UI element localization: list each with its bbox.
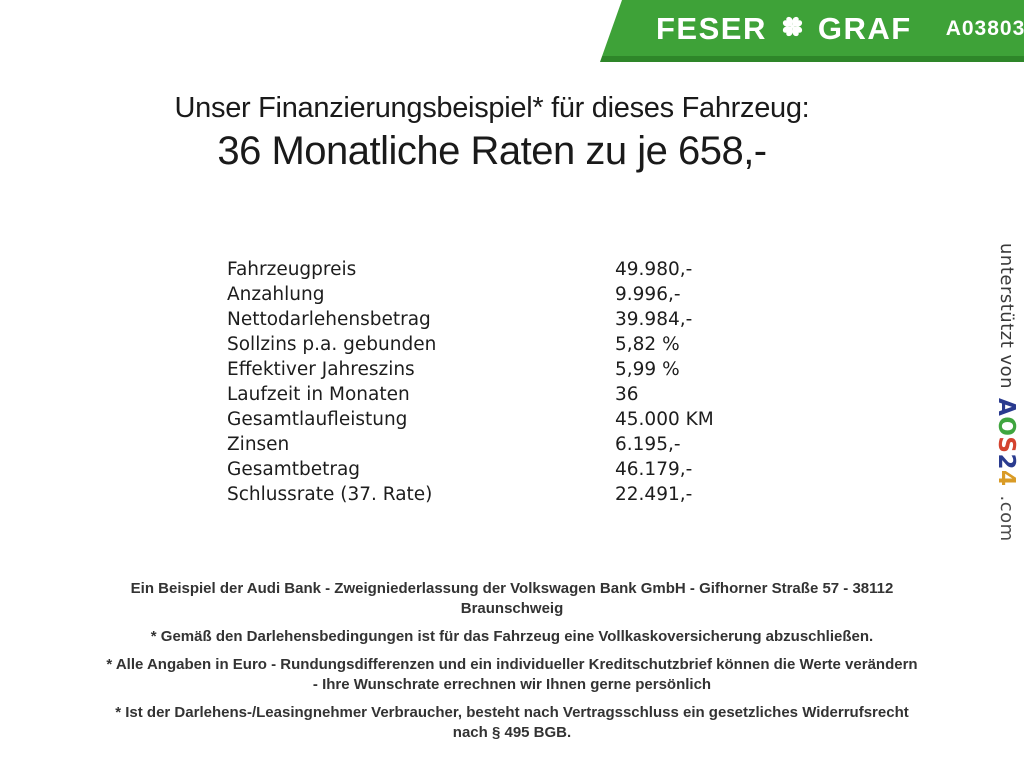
- insurance-note: * Gemäß den Darlehensbedingungen ist für…: [150, 628, 874, 645]
- table-row: Fahrzeugpreis 49.980,-: [227, 257, 714, 282]
- row-value: 36: [615, 384, 639, 405]
- finance-table: Fahrzeugpreis 49.980,- Anzahlung 9.996,-…: [227, 257, 714, 507]
- table-row: Laufzeit in Monaten 36: [227, 382, 714, 407]
- table-row: Anzahlung 9.996,-: [227, 282, 714, 307]
- monthly-rate-subtitle: 36 Monatliche Raten zu je 658,-: [217, 129, 767, 173]
- table-row: Effektiver Jahreszins 5,99 %: [227, 357, 714, 382]
- row-label: Gesamtlaufleistung: [227, 409, 408, 430]
- row-label: Gesamtbetrag: [227, 459, 361, 480]
- row-label: Fahrzeugpreis: [227, 259, 357, 280]
- dealer-banner-content: FESER GRAF A038039: [600, 0, 1024, 57]
- row-label: Anzahlung: [227, 284, 325, 305]
- brand-name-graf: GRAF: [817, 10, 912, 46]
- row-label: Zinsen: [227, 434, 290, 455]
- row-label: Effektiver Jahreszins: [227, 359, 415, 380]
- financing-example-title: Unser Finanzierungsbeispiel* für dieses …: [174, 92, 810, 124]
- row-value: 46.179,-: [615, 459, 693, 480]
- aos24-letter: S: [993, 436, 1019, 454]
- table-row: Schlussrate (37. Rate) 22.491,-: [227, 482, 714, 507]
- aos24-letter: 4: [993, 470, 1019, 487]
- brand-name-feser: FESER: [656, 10, 767, 46]
- row-label: Schlussrate (37. Rate): [227, 484, 433, 505]
- table-row: Sollzins p.a. gebunden 5,82 %: [227, 332, 714, 357]
- clover-icon: [776, 10, 809, 48]
- row-value: 5,99 %: [615, 359, 680, 380]
- row-value: 9.996,-: [615, 284, 681, 305]
- row-value: 49.980,-: [615, 259, 693, 280]
- row-value: 45.000 KM: [615, 409, 714, 430]
- aos24-logo: AOS24: [993, 398, 1019, 486]
- aos24-letter: 2: [993, 453, 1019, 471]
- vehicle-id-code: A038039: [945, 16, 1024, 40]
- supporter-prefix: unterstützt von: [996, 243, 1017, 390]
- footer-disclaimers: Ein Beispiel der Audi Bank - Zweignieder…: [52, 579, 972, 751]
- row-value: 5,82 %: [615, 334, 680, 355]
- supporter-domain-suffix: .com: [996, 495, 1017, 542]
- row-label: Nettodarlehensbetrag: [227, 309, 431, 330]
- table-row: Nettodarlehensbetrag 39.984,-: [227, 307, 714, 332]
- bank-address-line: Ein Beispiel der Audi Bank - Zweignieder…: [130, 580, 894, 617]
- aos24-letter: A: [993, 398, 1019, 417]
- dealer-banner: FESER GRAF A038039: [600, 0, 1024, 62]
- row-value: 6.195,-: [615, 434, 681, 455]
- supporter-vertical-text: unterstützt von AOS24 .com: [993, 243, 1019, 542]
- row-label: Laufzeit in Monaten: [227, 384, 410, 405]
- row-value: 39.984,-: [615, 309, 693, 330]
- headline-block: Unser Finanzierungsbeispiel* für dieses …: [0, 92, 984, 174]
- table-row: Gesamtlaufleistung 45.000 KM: [227, 407, 714, 432]
- euro-rounding-note: * Alle Angaben in Euro - Rundungsdiffere…: [106, 656, 918, 693]
- row-label: Sollzins p.a. gebunden: [227, 334, 437, 355]
- table-row: Gesamtbetrag 46.179,-: [227, 457, 714, 482]
- withdrawal-right-note: * Ist der Darlehens-/Leasingnehmer Verbr…: [115, 704, 909, 741]
- aos24-letter: O: [993, 416, 1019, 437]
- row-value: 22.491,-: [615, 484, 693, 505]
- table-row: Zinsen 6.195,-: [227, 432, 714, 457]
